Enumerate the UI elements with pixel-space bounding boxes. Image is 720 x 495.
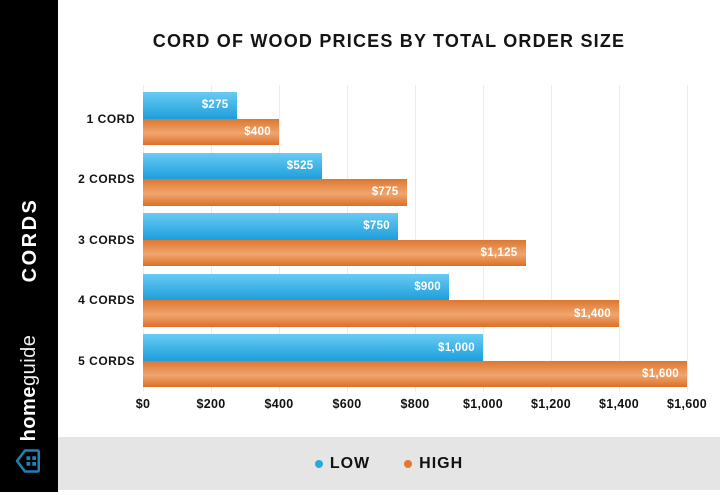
gridline-1000: [482, 85, 484, 392]
bar-value-label: $1,600: [642, 368, 679, 381]
x-tick-label-1000: $1,000: [462, 397, 504, 411]
legend: LOW HIGH: [58, 437, 720, 490]
homeguide-wordmark-guide: guide: [18, 334, 40, 387]
x-tick-label-1400: $1,400: [598, 397, 640, 411]
homeguide-wordmark: homeguide: [18, 308, 40, 468]
bar-low-3-cords: $750: [143, 213, 398, 240]
bar-value-label: $750: [363, 220, 390, 233]
gridline-1600: [686, 85, 688, 392]
bar-low-5-cords: $1,000: [143, 334, 483, 361]
legend-item-high: HIGH: [404, 455, 463, 473]
sidebar: CORDS homeguide: [0, 0, 58, 492]
gridline-1400: [618, 85, 620, 392]
bar-high-2-cords: $775: [143, 179, 407, 206]
x-tick-label-400: $400: [264, 397, 294, 411]
x-tick-label-0: $0: [135, 397, 151, 411]
chart-title: CORD OF WOOD PRICES BY TOTAL ORDER SIZE: [152, 31, 626, 51]
bar-low-4-cords: $900: [143, 273, 449, 301]
bar-value-label: $1,400: [574, 307, 611, 320]
legend-item-low: LOW: [314, 454, 371, 473]
category-label-5-cords: 5 CORDS: [78, 353, 135, 368]
x-tick-label-1600: $1,600: [666, 397, 708, 411]
bar-value-label: $275: [201, 99, 229, 112]
sidebar-category-label: CORDS: [19, 197, 41, 283]
x-tick-label-800: $800: [400, 397, 430, 411]
category-label-3-cords: 3 CORDS: [78, 232, 135, 247]
legend-label: LOW: [329, 454, 371, 472]
x-tick-label-200: $200: [196, 397, 226, 411]
bar-low-1-cord: $275: [143, 92, 237, 119]
bar-low-2-cords: $525: [143, 152, 322, 180]
legend-strip: LOW HIGH: [58, 437, 720, 490]
bar-high-4-cords: $1,400: [143, 300, 619, 327]
bar-value-label: $900: [414, 281, 441, 294]
bar-value-label: $775: [371, 186, 399, 199]
bar-high-1-cord: $400: [143, 118, 279, 145]
bar-high-3-cords: $1,125: [143, 239, 526, 267]
homeguide-wordmark-home: home: [18, 386, 40, 442]
plot-area: $275 $400 $525 $775 $750 $1,125 $900 $1,400 $1,0…: [142, 85, 703, 392]
x-tick-label-600: $600: [332, 397, 362, 411]
category-label-4-cords: 4 CORDS: [78, 293, 135, 308]
bar-value-label: $1,000: [438, 341, 475, 354]
legend-dot-high: [404, 459, 413, 468]
bar-value-label: $525: [286, 159, 314, 172]
gridline-800: [414, 85, 416, 392]
category-label-1-cord: 1 CORD: [86, 111, 135, 126]
gridline-1200: [550, 85, 552, 392]
category-label-2-cords: 2 CORDS: [78, 172, 135, 187]
legend-dot-low: [314, 459, 323, 468]
bar-value-label: $400: [244, 125, 271, 138]
bar-value-label: $1,125: [480, 246, 518, 259]
x-tick-label-1200: $1,200: [530, 397, 572, 411]
house-outline: [15, 449, 40, 473]
homeguide-logo-icon: [13, 446, 43, 476]
bar-high-5-cords: $1,600: [143, 360, 687, 388]
legend-label: HIGH: [419, 454, 464, 472]
